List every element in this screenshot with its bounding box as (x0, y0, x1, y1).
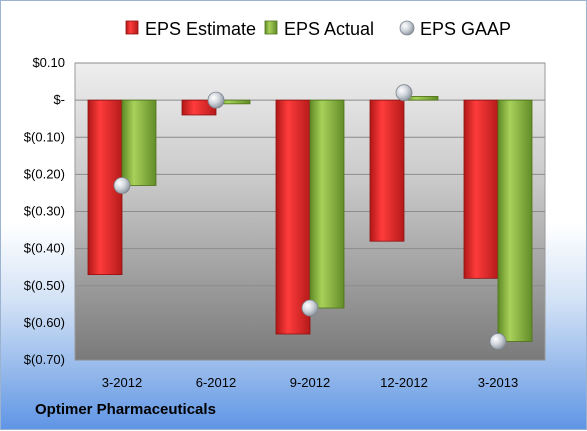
y-tick-label: $(0.50) (24, 278, 65, 293)
bar-eps-actual (309, 99, 345, 309)
bar-eps-estimate (463, 99, 499, 279)
marker-eps-gaap (395, 84, 413, 102)
x-tick-label: 3-2013 (478, 375, 518, 390)
x-axis-ticks: 3-2012 6-2012 9-2012 12-2012 3-2013 (102, 375, 518, 390)
y-axis-ticks: $0.10 $- $(0.10) $(0.20) $(0.30) $(0.40) $(0.5… (24, 55, 65, 367)
bar-eps-actual (121, 99, 157, 186)
company-name: Optimer Pharmaceuticals (35, 401, 216, 418)
legend-swatch-eps-actual (264, 20, 278, 35)
y-tick-label: $(0.70) (24, 352, 65, 367)
legend-swatch-eps-gaap (399, 20, 415, 36)
x-tick-label: 3-2012 (102, 375, 142, 390)
legend-label: EPS Estimate (145, 19, 256, 39)
bar-eps-estimate (275, 99, 311, 335)
y-tick-label: $(0.60) (24, 315, 65, 330)
bar-eps-actual (497, 99, 533, 342)
y-tick-label: $- (53, 92, 65, 107)
gaap-markers (113, 84, 507, 350)
legend-swatch-eps-estimate (125, 20, 139, 35)
y-tick-label: $(0.20) (24, 166, 65, 181)
x-tick-label: 12-2012 (380, 375, 428, 390)
marker-eps-gaap (207, 91, 225, 109)
y-tick-label: $(0.30) (24, 204, 65, 219)
y-tick-label: $(0.10) (24, 129, 65, 144)
legend-label: EPS GAAP (420, 19, 511, 39)
marker-eps-gaap (301, 299, 319, 317)
legend-label: EPS Actual (284, 19, 374, 39)
marker-eps-gaap (113, 177, 131, 194)
bar-eps-estimate (369, 99, 405, 242)
x-tick-label: 9-2012 (290, 375, 330, 390)
legend: EPS Estimate EPS Actual EPS GAAP (125, 19, 511, 39)
y-tick-label: $(0.40) (24, 241, 65, 256)
bars (87, 96, 533, 342)
y-tick-label: $0.10 (32, 55, 65, 70)
x-tick-label: 6-2012 (196, 375, 236, 390)
marker-eps-gaap (489, 333, 507, 350)
